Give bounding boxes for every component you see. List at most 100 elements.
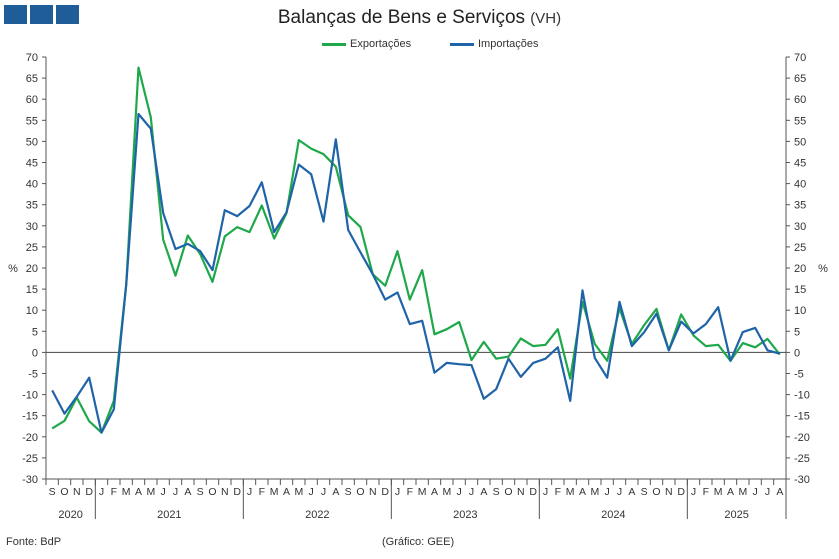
year-label: 2023: [453, 509, 477, 521]
month-label: A: [776, 486, 783, 498]
y-axis-label-right: %: [818, 263, 828, 275]
month-label: N: [369, 486, 377, 498]
chart-title: Balanças de Bens e Serviços (VH): [0, 7, 839, 29]
month-label: F: [111, 486, 117, 498]
month-label: S: [197, 486, 204, 498]
logo-block: [56, 5, 79, 24]
y-tick-label-left: 15: [26, 284, 38, 296]
month-label: M: [270, 486, 279, 498]
y-tick-label-left: 65: [26, 73, 38, 85]
y-tick-label-left: 20: [26, 263, 38, 275]
legend-imports-label: Importações: [478, 38, 539, 50]
month-label: A: [184, 486, 191, 498]
y-tick-label-left: 0: [32, 347, 38, 359]
y-tick-label-left: -5: [28, 369, 38, 381]
month-label: J: [469, 486, 474, 498]
y-tick-label-right: 0: [794, 347, 800, 359]
y-tick-label-right: -10: [794, 390, 810, 402]
month-label: F: [703, 486, 709, 498]
month-label: O: [60, 486, 68, 498]
legend-exports: Exportações: [322, 38, 411, 50]
month-label: S: [345, 486, 352, 498]
month-label: N: [517, 486, 525, 498]
year-label: 2021: [157, 509, 181, 521]
year-label: 2022: [305, 509, 329, 521]
month-label: F: [407, 486, 413, 498]
month-label: A: [332, 486, 339, 498]
month-label: M: [590, 486, 599, 498]
legend-imports-swatch: [450, 42, 474, 46]
y-tick-label-right: -5: [794, 369, 804, 381]
month-label: M: [566, 486, 575, 498]
y-tick-label-left: 10: [26, 305, 38, 317]
month-label: J: [173, 486, 178, 498]
y-tick-label-right: -25: [794, 453, 810, 465]
chart-title-text: Balanças de Bens e Serviços: [277, 7, 526, 28]
month-label: A: [283, 486, 290, 498]
logo: [4, 5, 79, 24]
y-tick-label-right: 55: [794, 115, 806, 127]
legend-imports: Importações: [450, 38, 539, 50]
y-tick-label-right: 40: [794, 179, 806, 191]
month-label: M: [714, 486, 723, 498]
y-tick-label-left: 25: [26, 242, 38, 254]
month-label: D: [677, 486, 685, 498]
y-tick-label-right: 10: [794, 305, 806, 317]
year-label: 2020: [58, 509, 82, 521]
month-label: A: [727, 486, 734, 498]
y-tick-label-right: 70: [794, 52, 806, 64]
y-axis-label-left: %: [8, 263, 18, 275]
y-tick-label-left: -15: [22, 411, 38, 423]
month-label: M: [122, 486, 131, 498]
month-label: J: [247, 486, 252, 498]
logo-block: [30, 5, 53, 24]
month-label: J: [543, 486, 548, 498]
month-label: F: [555, 486, 561, 498]
month-label: M: [418, 486, 427, 498]
legend-exports-swatch: [322, 42, 346, 46]
month-label: O: [652, 486, 660, 498]
month-label: A: [579, 486, 586, 498]
month-label: J: [691, 486, 696, 498]
month-label: D: [529, 486, 537, 498]
y-tick-label-left: 50: [26, 136, 38, 148]
month-label: M: [442, 486, 451, 498]
y-tick-label-right: 5: [794, 326, 800, 338]
month-label: S: [49, 486, 56, 498]
y-tick-label-left: -25: [22, 453, 38, 465]
month-label: F: [259, 486, 265, 498]
chart-title-suffix: (VH): [530, 10, 562, 27]
month-label: D: [233, 486, 241, 498]
y-tick-label-right: -30: [794, 474, 810, 486]
month-label: O: [356, 486, 364, 498]
month-label: J: [457, 486, 462, 498]
month-label: J: [753, 486, 758, 498]
month-label: J: [605, 486, 610, 498]
month-label: D: [381, 486, 389, 498]
month-label: D: [85, 486, 93, 498]
year-label: 2025: [724, 509, 748, 521]
month-label: M: [146, 486, 155, 498]
y-tick-label-left: 60: [26, 94, 38, 106]
y-tick-label-right: 50: [794, 136, 806, 148]
month-label: A: [135, 486, 142, 498]
month-label: N: [73, 486, 81, 498]
y-tick-label-left: -10: [22, 390, 38, 402]
y-tick-label-right: 60: [794, 94, 806, 106]
y-tick-label-left: 35: [26, 200, 38, 212]
y-tick-label-right: 65: [794, 73, 806, 85]
y-tick-label-left: 70: [26, 52, 38, 64]
month-label: J: [765, 486, 770, 498]
month-label: M: [294, 486, 303, 498]
y-tick-label-left: 40: [26, 179, 38, 191]
month-label: J: [161, 486, 166, 498]
month-label: J: [321, 486, 326, 498]
y-tick-label-right: 20: [794, 263, 806, 275]
month-label: S: [641, 486, 648, 498]
month-label: A: [480, 486, 487, 498]
footer-credit: (Gráfico: GEE): [382, 536, 455, 548]
y-tick-label-right: 15: [794, 284, 806, 296]
year-label: 2024: [601, 509, 625, 521]
month-label: J: [99, 486, 104, 498]
